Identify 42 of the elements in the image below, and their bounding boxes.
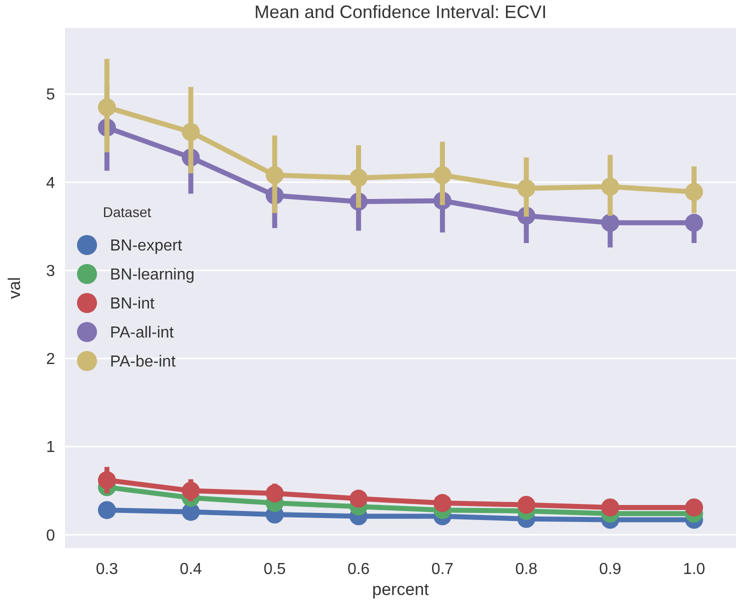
x-tick-label: 0.6 <box>347 561 370 578</box>
point <box>266 484 284 502</box>
x-tick-label: 0.7 <box>431 561 454 578</box>
point <box>601 498 620 516</box>
legend-title: Dataset <box>102 204 152 220</box>
point <box>182 123 200 141</box>
point <box>98 471 116 490</box>
y-tick-label: 2 <box>46 351 56 368</box>
x-tick-label: 0.4 <box>180 561 202 578</box>
point <box>182 482 200 500</box>
legend-label: PA-be-int <box>110 354 176 371</box>
y-axis-title: val <box>5 277 24 299</box>
x-tick-label: 0.3 <box>96 561 118 578</box>
legend-label: BN-learning <box>110 266 194 284</box>
point <box>601 178 620 196</box>
point <box>433 494 452 512</box>
point <box>517 496 536 514</box>
point <box>517 179 536 198</box>
x-axis-title: percent <box>372 580 430 599</box>
y-tick-label: 1 <box>46 439 56 456</box>
legend-label: BN-expert <box>110 238 183 255</box>
y-tick-label: 0 <box>46 527 56 544</box>
point <box>601 214 620 232</box>
x-tick-label: 0.5 <box>264 561 286 578</box>
legend-label: PA-all-int <box>110 324 174 342</box>
point <box>685 498 704 516</box>
point <box>98 501 116 520</box>
y-tick-label: 3 <box>46 262 56 280</box>
x-tick-label: 0.8 <box>515 561 538 578</box>
y-tick-label: 4 <box>46 174 56 192</box>
legend-label: BN-int <box>110 296 156 313</box>
point <box>685 182 704 201</box>
x-tick-label: 0.9 <box>599 561 622 578</box>
x-tick-label: 1.0 <box>682 561 706 578</box>
point <box>98 98 116 116</box>
point <box>433 166 452 184</box>
point <box>350 168 368 187</box>
chart-title: Mean and Confidence Interval: ECVI <box>254 2 547 22</box>
point <box>350 490 368 508</box>
point <box>266 166 284 184</box>
point <box>685 214 704 232</box>
y-tick-label: 5 <box>46 86 56 104</box>
